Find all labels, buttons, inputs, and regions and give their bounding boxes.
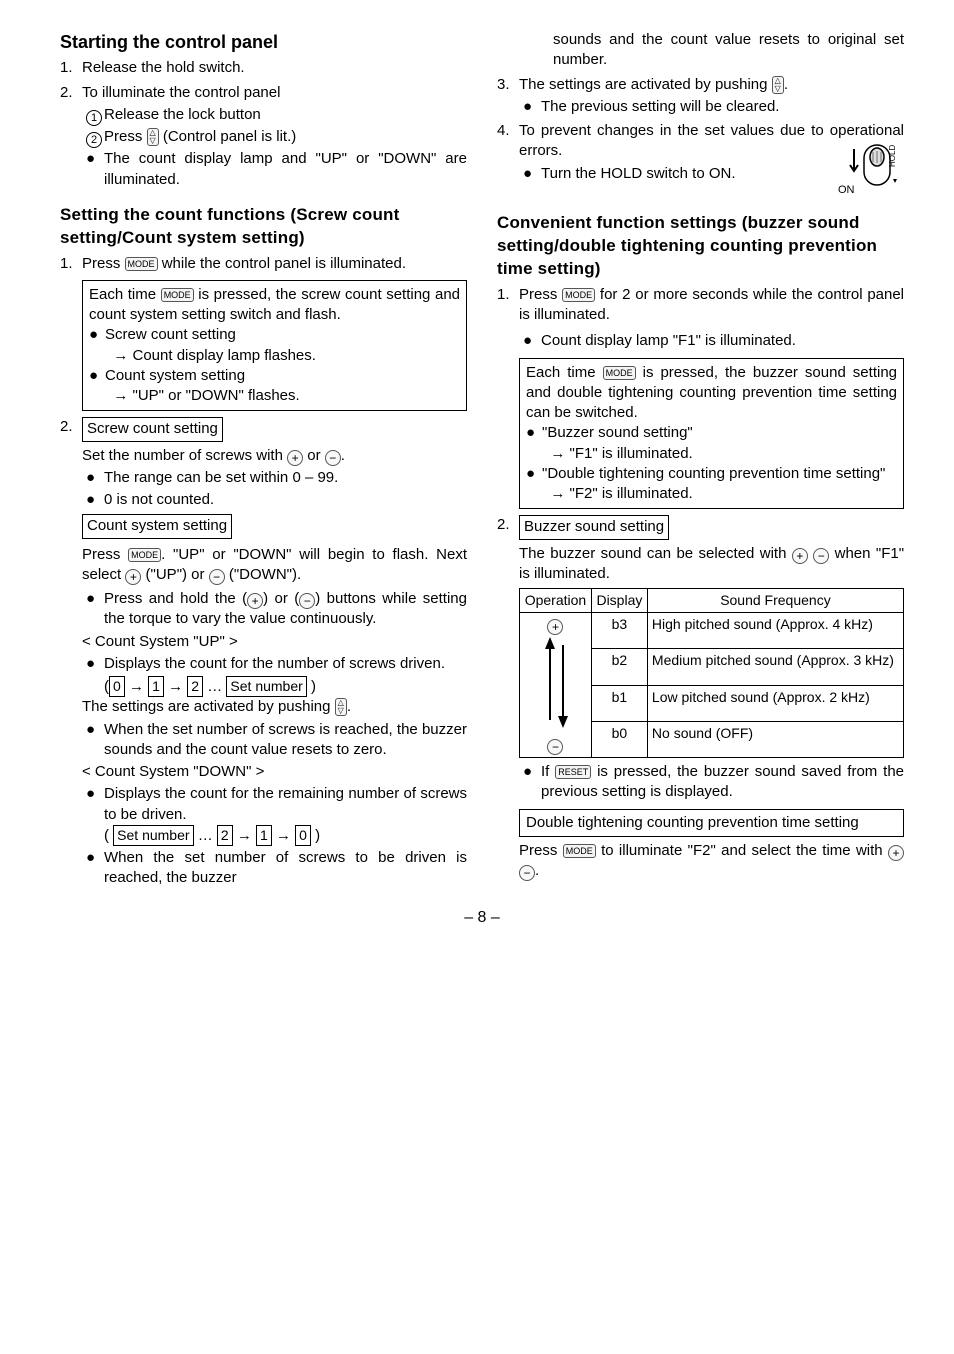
minus-icon: − bbox=[547, 739, 563, 755]
step-4: 4. To prevent changes in the set values … bbox=[497, 121, 904, 198]
plus-icon: + bbox=[547, 619, 563, 635]
cs-down-buzzer: ●When the set number of screws to be dri… bbox=[82, 848, 467, 889]
heading-setting-count: Setting the count functions (Screw count… bbox=[60, 204, 467, 250]
sound-frequency-table: Operation Display Sound Frequency + − b3… bbox=[519, 588, 904, 758]
hold-buttons-note: ● Press and hold the (+) or (−) buttons … bbox=[82, 589, 467, 630]
box-buzzer-switch: Each time MODE is pressed, the buzzer so… bbox=[519, 358, 904, 510]
minus-icon: − bbox=[813, 548, 829, 564]
double-press: Press MODE to illuminate "F2" and select… bbox=[519, 841, 904, 882]
start-step-2: 2.To illuminate the control panel 1Relea… bbox=[60, 83, 467, 190]
press-mode-updown: Press MODE. "UP" or "DOWN" will begin to… bbox=[82, 545, 467, 586]
screw-zero: ●0 is not counted. bbox=[82, 490, 467, 510]
count-system-setting-box: Count system setting bbox=[82, 514, 232, 538]
updown-icon: △▽ bbox=[335, 698, 347, 716]
updown-icon: △▽ bbox=[147, 128, 159, 146]
conv-step-1: 1. Press MODE for 2 or more seconds whil… bbox=[497, 285, 904, 352]
minus-icon: − bbox=[299, 593, 315, 609]
heading-convenient: Convenient function settings (buzzer sou… bbox=[497, 212, 904, 281]
sequence-up: (0 → 1 → 2 … Set number ) bbox=[104, 676, 467, 697]
plus-icon: + bbox=[125, 569, 141, 585]
start-step-1: 1.Release the hold switch. bbox=[60, 58, 467, 78]
plus-icon: + bbox=[287, 450, 303, 466]
cs-up-desc: ●Displays the count for the number of sc… bbox=[82, 654, 467, 674]
page-number: – 8 – bbox=[60, 907, 904, 929]
step-4-bullet: ●Turn the HOLD switch to ON. bbox=[519, 164, 904, 184]
step-3: 3. The settings are activated by pushing… bbox=[497, 75, 904, 118]
start-2-sub2: 2 Press △▽ (Control panel is lit.) bbox=[82, 127, 467, 147]
screw-set-lead: Set the number of screws with + or −. bbox=[82, 446, 467, 466]
mode-icon: MODE bbox=[603, 366, 636, 380]
start-2-bullet: ●The count display lamp and "UP" or "DOW… bbox=[82, 149, 467, 190]
reset-icon: RESET bbox=[555, 765, 591, 779]
heading-starting: Starting the control panel bbox=[60, 30, 467, 54]
plus-icon: + bbox=[888, 845, 904, 861]
start-2-sub1: 1Release the lock button bbox=[82, 105, 467, 125]
setcount-step-1: 1. Press MODE while the control panel is… bbox=[60, 254, 467, 274]
mode-icon: MODE bbox=[562, 288, 595, 302]
minus-icon: − bbox=[209, 569, 225, 585]
cs-down-desc: ●Displays the count for the remaining nu… bbox=[82, 784, 467, 846]
buzzer-lead: The buzzer sound can be selected with + … bbox=[519, 544, 904, 585]
settings-activated-1: The settings are activated by pushing △▽… bbox=[82, 697, 467, 717]
count-system-down-label: < Count System "DOWN" > bbox=[82, 762, 467, 782]
reset-note: ● If RESET is pressed, the buzzer sound … bbox=[519, 762, 904, 803]
minus-icon: − bbox=[325, 450, 341, 466]
plus-icon: + bbox=[247, 593, 263, 609]
minus-icon: − bbox=[519, 865, 535, 881]
continued-text: sounds and the count value resets to ori… bbox=[553, 30, 904, 71]
plus-icon: + bbox=[792, 548, 808, 564]
step-3-bullet: ●The previous setting will be cleared. bbox=[519, 97, 904, 117]
double-tightening-box: Double tightening counting prevention ti… bbox=[519, 809, 904, 837]
mode-icon: MODE bbox=[125, 257, 158, 271]
conv-1-bullet: ●Count display lamp "F1" is illuminated. bbox=[519, 331, 904, 351]
setcount-step-2: 2.Screw count setting bbox=[60, 417, 467, 441]
box-mode-switch: Each time MODE is pressed, the screw cou… bbox=[82, 280, 467, 412]
mode-icon: MODE bbox=[128, 548, 161, 562]
cs-up-reset: ●When the set number of screws is reache… bbox=[82, 720, 467, 761]
screw-range: ●The range can be set within 0 – 99. bbox=[82, 468, 467, 488]
mode-icon: MODE bbox=[563, 844, 596, 858]
conv-step-2: 2.Buzzer sound setting bbox=[497, 515, 904, 539]
mode-icon: MODE bbox=[161, 288, 194, 302]
updown-icon: △▽ bbox=[772, 76, 784, 94]
count-system-up-label: < Count System "UP" > bbox=[82, 632, 467, 652]
